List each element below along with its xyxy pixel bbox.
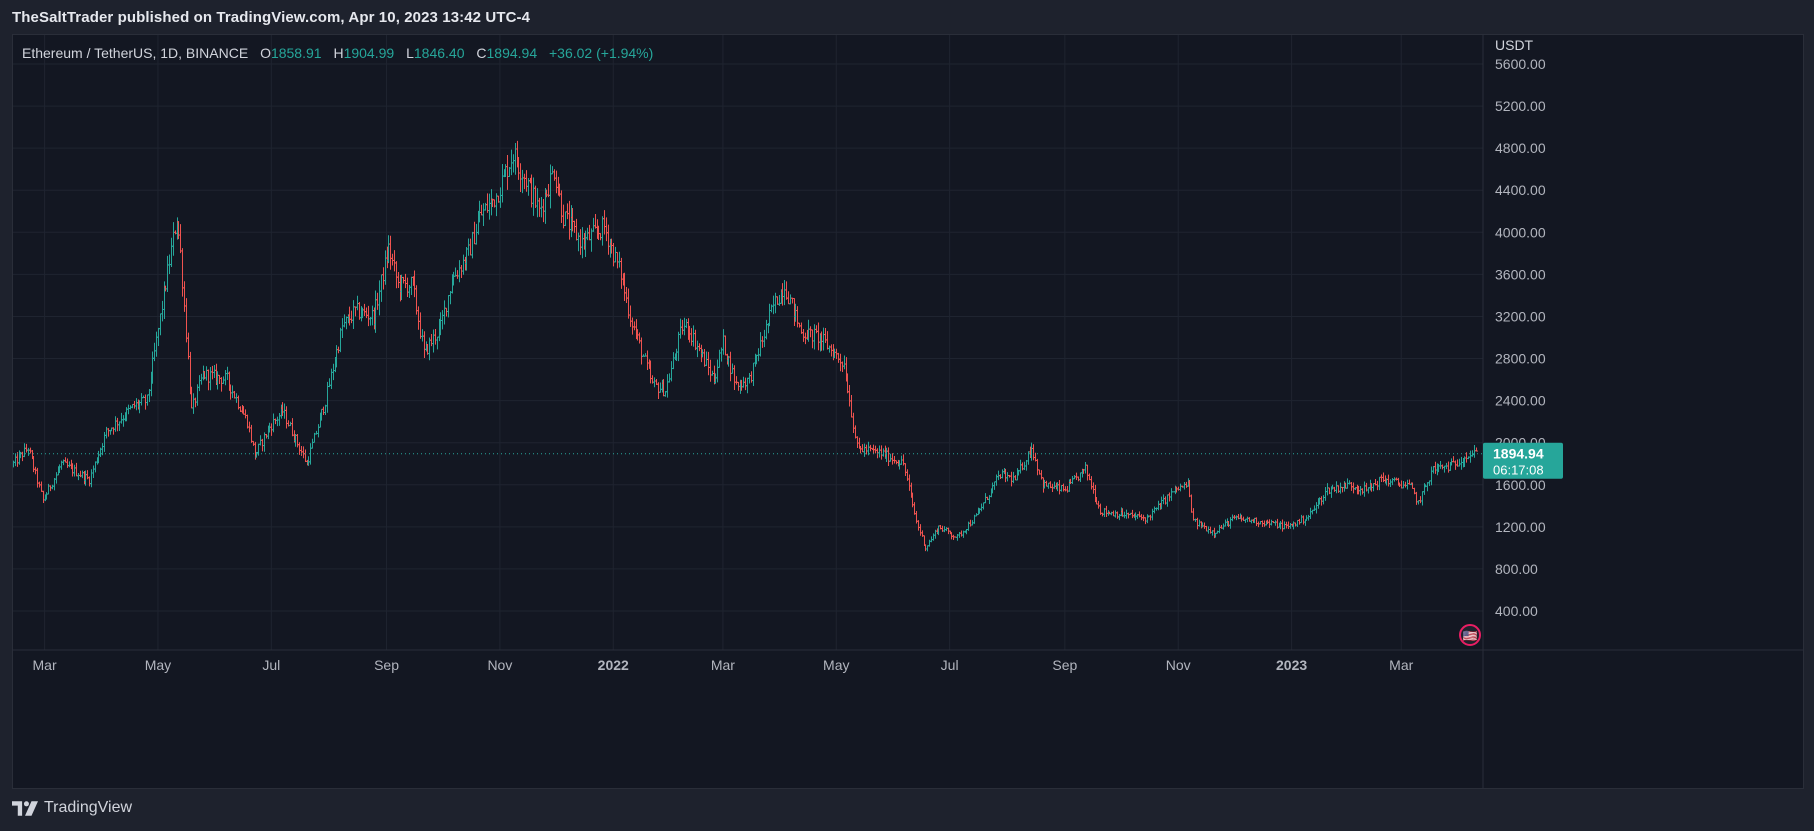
y-tick-label: 3200.00 <box>1495 308 1546 324</box>
close-value: 1894.94 <box>486 45 538 61</box>
y-tick-label: 1200.00 <box>1495 519 1546 535</box>
x-tick-label: Mar <box>711 657 735 673</box>
x-tick-label: 2022 <box>598 657 629 673</box>
symbol-legend: Ethereum / TetherUS, 1D, BINANCE O1858.9… <box>22 45 653 61</box>
y-tick-label: 4800.00 <box>1495 140 1546 156</box>
y-tick-label: 800.00 <box>1495 561 1538 577</box>
x-tick-label: Nov <box>1166 657 1191 673</box>
price-tag <box>1483 442 1563 479</box>
y-tick-label: 5200.00 <box>1495 98 1546 114</box>
x-tick-label: 2023 <box>1276 657 1307 673</box>
x-tick-label: Mar <box>1389 657 1413 673</box>
open-label: O <box>260 45 271 61</box>
y-tick-label: 2400.00 <box>1495 393 1546 409</box>
x-tick-label: Jul <box>262 657 280 673</box>
y-tick-label: 3600.00 <box>1495 266 1546 282</box>
y-tick-label: 400.00 <box>1495 603 1538 619</box>
open-value: 1858.91 <box>270 45 322 61</box>
price-tag-value: 1894.94 <box>1493 446 1544 462</box>
currency-label: USDT <box>1495 37 1534 53</box>
high-label: H <box>333 45 344 61</box>
x-tick-label: May <box>145 657 171 673</box>
tradingview-logo-icon <box>12 800 38 816</box>
brand-name: TradingView <box>44 799 133 816</box>
y-tick-label: 5600.00 <box>1495 56 1546 72</box>
event-flag-icon: 🇺🇸 <box>1463 629 1478 643</box>
symbol-name[interactable]: Ethereum / TetherUS, 1D, BINANCE <box>22 45 249 61</box>
y-tick-label: 4000.00 <box>1495 224 1546 240</box>
low-label: L <box>406 45 414 61</box>
x-tick-label: May <box>823 657 849 673</box>
y-tick-label: 1600.00 <box>1495 477 1546 493</box>
footer-brand[interactable]: TradingView <box>12 799 132 817</box>
change-value: +36.02 (+1.94%) <box>549 45 654 61</box>
close-label: C <box>476 45 487 61</box>
publisher-header: TheSaltTrader published on TradingView.c… <box>12 9 531 26</box>
x-tick-label: Nov <box>487 657 512 673</box>
price-chart[interactable]: 5600.00 5200.00 4800.00 4400.00 4000.00 3600.… <box>13 35 1803 788</box>
x-tick-label: Sep <box>374 657 399 673</box>
high-value: 1904.99 <box>343 45 395 61</box>
event-marker-icon <box>1459 624 1481 646</box>
x-tick-label: Jul <box>941 657 959 673</box>
low-value: 1846.40 <box>413 45 465 61</box>
y-tick-label: 2800.00 <box>1495 351 1546 367</box>
x-tick-label: Sep <box>1052 657 1077 673</box>
y-tick-label: 4400.00 <box>1495 182 1546 198</box>
price-tag-countdown: 06:17:08 <box>1493 463 1544 478</box>
x-tick-label: Mar <box>33 657 57 673</box>
chart-frame[interactable]: 5600.00 5200.00 4800.00 4400.00 4000.00 3600.… <box>12 34 1804 789</box>
